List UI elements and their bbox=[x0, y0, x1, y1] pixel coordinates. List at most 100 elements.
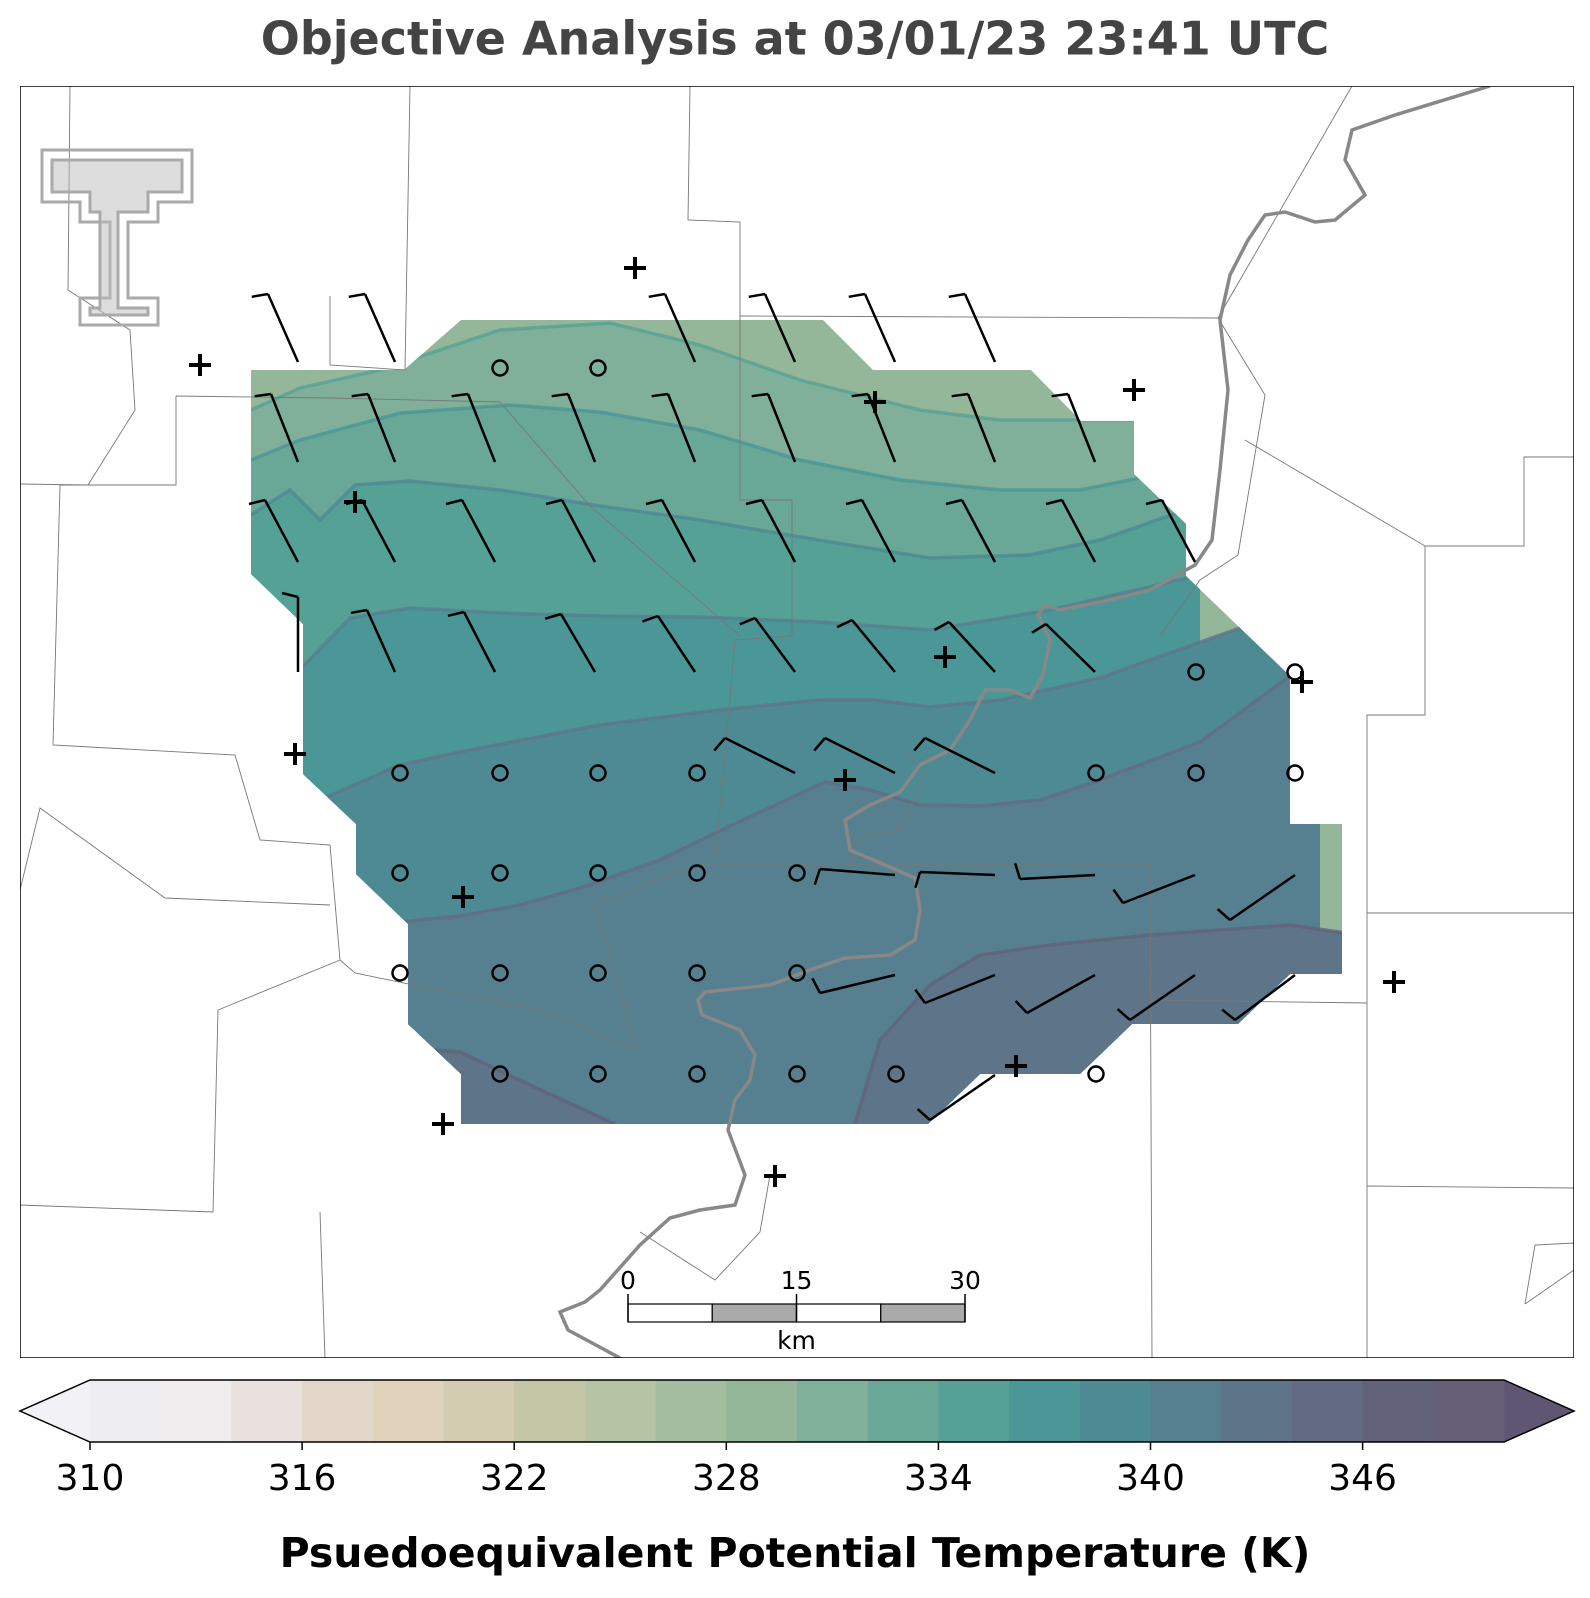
calm-station bbox=[391, 764, 409, 782]
colorbar-bin bbox=[1362, 1380, 1434, 1442]
wind-barb bbox=[345, 498, 397, 563]
calm-station bbox=[589, 1065, 607, 1083]
calm-station bbox=[391, 864, 409, 882]
wind-barb bbox=[745, 498, 797, 563]
wind-barb bbox=[945, 498, 997, 563]
station-plus bbox=[1383, 971, 1405, 993]
station-plus bbox=[189, 354, 211, 376]
colorbar-tick-label: 340 bbox=[1116, 1458, 1185, 1499]
colorbar-bin bbox=[1221, 1380, 1293, 1442]
wind-barb bbox=[1045, 498, 1097, 563]
stations bbox=[189, 257, 1405, 1187]
colorbar-bin bbox=[584, 1380, 657, 1442]
calm-station bbox=[491, 864, 509, 882]
wind-barb bbox=[254, 392, 300, 463]
colorbar-tick-label: 316 bbox=[268, 1458, 337, 1499]
wind-barb bbox=[813, 867, 896, 886]
calm-station bbox=[688, 764, 706, 782]
wind-barb bbox=[348, 292, 397, 363]
colorbar-bin bbox=[726, 1380, 798, 1442]
wind-barb bbox=[748, 292, 797, 363]
scale-bar: 0 15 30 km bbox=[620, 1266, 981, 1355]
calm-station bbox=[1286, 764, 1304, 782]
scale-segment bbox=[795, 1303, 882, 1323]
scale-tick-label: 30 bbox=[949, 1266, 981, 1295]
calm-station bbox=[1187, 764, 1205, 782]
wind-barb bbox=[1216, 873, 1296, 922]
contour-line bbox=[251, 479, 1201, 560]
colorbar-tick-label: 310 bbox=[56, 1458, 125, 1499]
contour-line bbox=[288, 573, 1201, 682]
station-plus bbox=[764, 1165, 786, 1187]
colorbar-bin bbox=[1433, 1380, 1505, 1442]
wind-barb bbox=[914, 973, 996, 1005]
calm-station bbox=[688, 1065, 706, 1083]
wind-barb bbox=[813, 736, 896, 775]
field-band bbox=[400, 650, 1320, 1124]
contour-line bbox=[319, 598, 1301, 802]
title: Objective Analysis at 03/01/23 23:41 UTC bbox=[261, 12, 1330, 66]
wind-barb bbox=[544, 612, 597, 673]
colorbar-bin bbox=[443, 1380, 515, 1442]
scale-tick-label: 0 bbox=[620, 1266, 636, 1295]
scale-unit: km bbox=[777, 1326, 816, 1355]
station-plus bbox=[834, 769, 856, 791]
calm-station bbox=[1187, 663, 1205, 681]
wind-barb bbox=[648, 292, 697, 363]
station-plus bbox=[934, 646, 956, 668]
contour-line bbox=[848, 923, 1342, 1124]
wind-barb bbox=[651, 392, 697, 463]
wind-barb bbox=[1221, 974, 1296, 1021]
wind-barb bbox=[447, 610, 497, 673]
wind-barb bbox=[845, 498, 897, 563]
wind-barb bbox=[914, 870, 996, 889]
colorbar-extend-high bbox=[1504, 1380, 1574, 1442]
calm-station bbox=[788, 1065, 806, 1083]
calm-station bbox=[491, 764, 509, 782]
wind-barb bbox=[1145, 498, 1197, 563]
colorbar-bin bbox=[160, 1380, 232, 1442]
colorbar-bin bbox=[655, 1380, 727, 1442]
wind-barb bbox=[642, 614, 697, 673]
station-plus bbox=[1005, 1055, 1027, 1077]
wind-barb bbox=[951, 392, 997, 463]
wind-barb bbox=[739, 616, 797, 673]
colorbar-bin bbox=[90, 1380, 162, 1442]
calm-station bbox=[688, 864, 706, 882]
calm-station bbox=[788, 964, 806, 982]
wind-barb bbox=[713, 736, 796, 775]
station-plus bbox=[624, 257, 646, 279]
wind-barb bbox=[1116, 973, 1196, 1022]
colorbar-bin bbox=[514, 1380, 586, 1442]
calm-station bbox=[491, 1065, 509, 1083]
colorbar-bin bbox=[1079, 1380, 1151, 1442]
calm-station bbox=[589, 764, 607, 782]
station-plus bbox=[1123, 379, 1145, 401]
contour-line bbox=[251, 403, 1201, 492]
logo bbox=[40, 148, 194, 327]
colorbar-label: Psuedoequivalent Potential Temperature (… bbox=[280, 1529, 1311, 1577]
calm-station bbox=[491, 359, 509, 377]
map bbox=[20, 86, 1574, 1358]
scale-segment bbox=[711, 1303, 798, 1323]
county-lines bbox=[20, 86, 1574, 1358]
scale-tick-label: 15 bbox=[781, 1266, 813, 1295]
colorbar-bin bbox=[938, 1380, 1010, 1442]
station-plus bbox=[1291, 671, 1313, 693]
calm-station bbox=[391, 964, 409, 982]
wind-barb bbox=[248, 498, 300, 563]
colorbar-bin bbox=[1009, 1380, 1081, 1442]
station-plus bbox=[452, 886, 474, 908]
calm-station bbox=[589, 964, 607, 982]
wind-barb bbox=[445, 498, 497, 563]
colorbar-extend-low bbox=[20, 1380, 90, 1442]
colorbar-tick-label: 334 bbox=[904, 1458, 973, 1499]
wind-barb bbox=[851, 392, 897, 463]
wind-barb bbox=[1013, 862, 1096, 881]
wind-barb bbox=[848, 292, 897, 363]
wind-barb bbox=[551, 392, 597, 463]
wind-barb bbox=[1014, 973, 1096, 1015]
station-plus bbox=[284, 743, 306, 765]
wind-barb bbox=[281, 591, 300, 672]
